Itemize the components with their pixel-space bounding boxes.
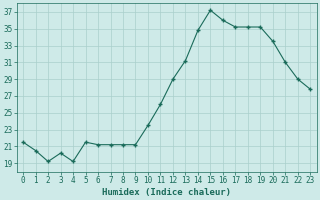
X-axis label: Humidex (Indice chaleur): Humidex (Indice chaleur) bbox=[102, 188, 231, 197]
